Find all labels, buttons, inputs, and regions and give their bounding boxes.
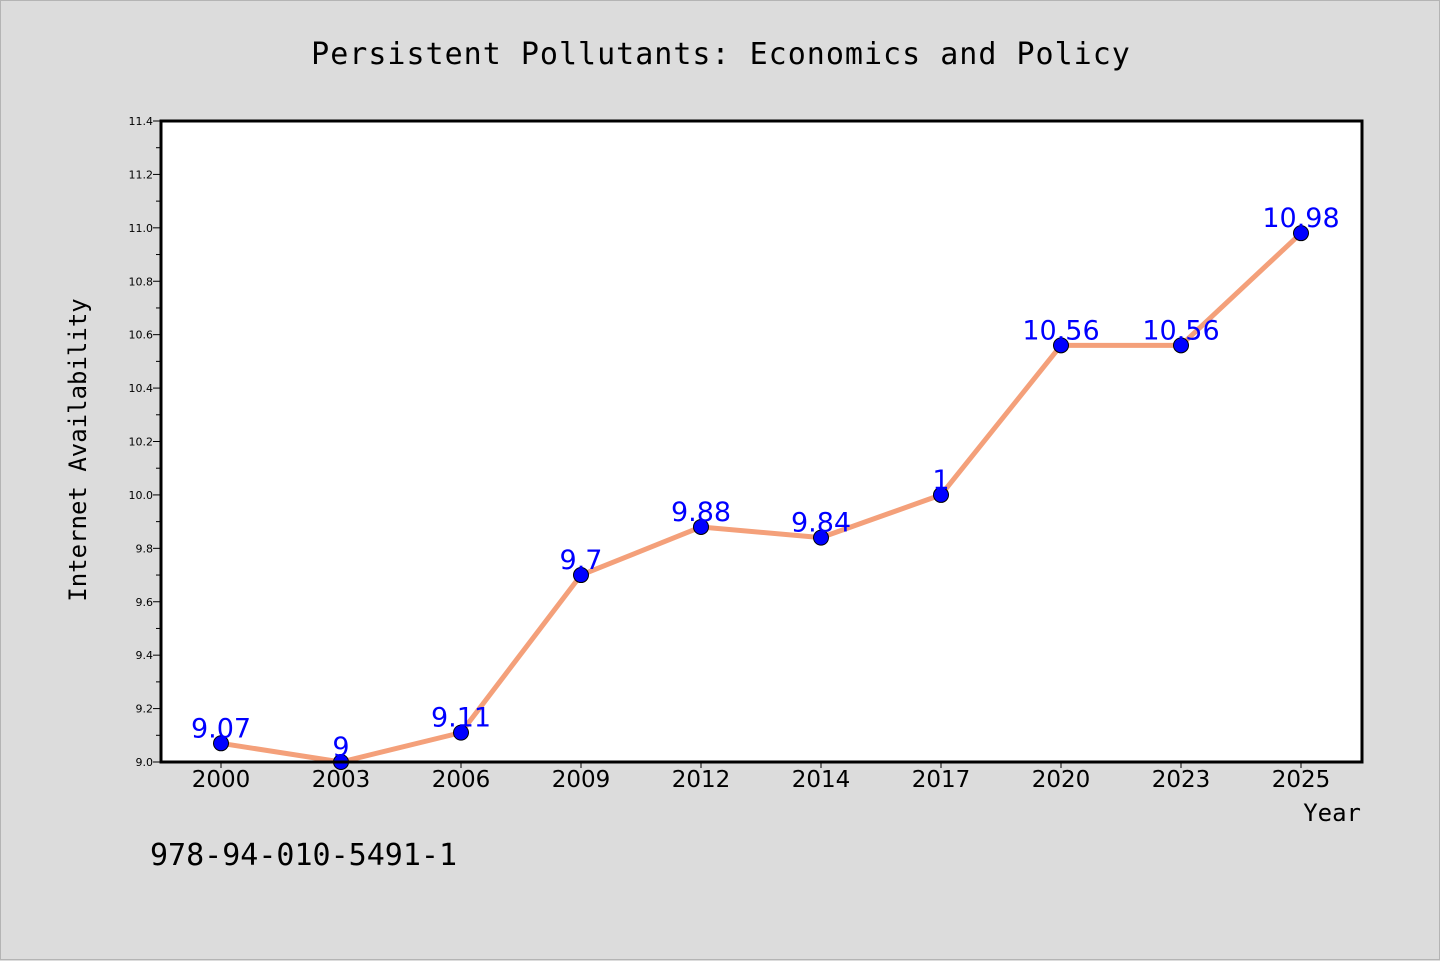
y-axis-label: Internet Availability xyxy=(64,298,92,601)
data-point xyxy=(453,724,469,741)
y-tick-label: 11.0 xyxy=(129,222,154,235)
data-label: 10.98 xyxy=(1262,203,1339,234)
plot-area xyxy=(161,121,1362,762)
y-axis-ticks: 9.0 9.2 9.4 9.6 9.8 10.0 10.2 10.4 10.6 10.8 11.0 1… xyxy=(129,115,161,769)
data-point xyxy=(213,735,229,752)
data-point xyxy=(933,486,949,503)
y-tick-label: 9.2 xyxy=(136,703,154,716)
data-point xyxy=(573,567,589,584)
data-label: 9 xyxy=(332,732,349,763)
y-tick-label: 10.4 xyxy=(129,382,154,395)
data-points xyxy=(213,225,1309,770)
chart-title: Persistent Pollutants: Economics and Pol… xyxy=(311,37,1131,72)
y-tick-label: 9.0 xyxy=(136,756,154,769)
y-tick-label: 11.2 xyxy=(129,168,154,181)
y-tick-label: 10.6 xyxy=(129,329,154,342)
data-label: 9.84 xyxy=(791,508,851,539)
data-point xyxy=(693,518,709,535)
plot-frame xyxy=(159,119,1364,764)
y-tick-label: 10.2 xyxy=(129,436,154,449)
x-tick-label: 2025 xyxy=(1272,767,1331,793)
x-tick-label: 2009 xyxy=(552,767,611,793)
x-tick-label: 2023 xyxy=(1152,767,1211,793)
y-tick-label: 9.4 xyxy=(136,649,154,662)
data-point xyxy=(1293,225,1309,242)
data-label: 9.7 xyxy=(560,545,603,576)
data-label: 9.88 xyxy=(671,497,731,528)
x-tick-label: 2017 xyxy=(912,767,971,793)
data-point xyxy=(813,529,829,546)
data-label: 10.56 xyxy=(1142,315,1219,346)
series-line xyxy=(218,230,1304,765)
data-labels: 9.07 9 9.11 9.7 9.88 9.84 1 10.56 10.56 10.98 xyxy=(191,203,1340,763)
y-tick-label: 9.8 xyxy=(136,542,154,555)
data-label: 9.07 xyxy=(191,713,251,744)
x-axis-ticks: 2000 2003 2006 2009 2012 2014 2017 2020 2023 2025 xyxy=(192,762,1331,793)
x-tick-label: 2003 xyxy=(312,767,371,793)
x-tick-label: 2020 xyxy=(1032,767,1091,793)
y-tick-label: 9.6 xyxy=(136,596,154,609)
x-axis-label: Year xyxy=(1303,799,1361,827)
x-tick-label: 2014 xyxy=(792,767,851,793)
y-tick-label: 10.8 xyxy=(129,275,154,288)
y-tick-label: 10.0 xyxy=(129,489,154,502)
data-label: 10.56 xyxy=(1022,315,1099,346)
footer-code: 978-94-010-5491-1 xyxy=(150,838,457,873)
x-tick-label: 2006 xyxy=(432,767,491,793)
y-tick-label: 11.4 xyxy=(129,115,154,128)
data-label: 1 xyxy=(932,465,949,496)
x-tick-label: 2012 xyxy=(672,767,731,793)
data-point xyxy=(1053,337,1069,354)
data-point xyxy=(1173,337,1189,354)
data-label: 9.11 xyxy=(431,703,491,734)
x-tick-label: 2000 xyxy=(192,767,251,793)
